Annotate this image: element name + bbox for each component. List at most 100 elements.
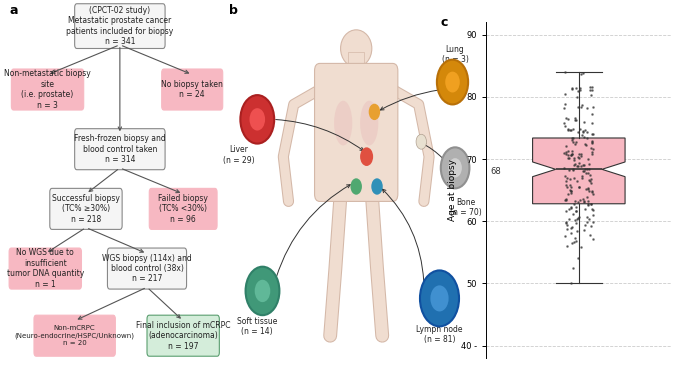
Point (561, 115, 572, 121)
Point (587, 191, 598, 197)
Point (583, 166, 594, 172)
Point (573, 214, 584, 220)
Point (567, 139, 578, 145)
Point (569, 157, 580, 163)
Text: (CPCT-02 study)
Metastatic prostate cancer
patients included for biopsy
n = 341: (CPCT-02 study) Metastatic prostate canc… (66, 6, 173, 46)
Point (562, 226, 573, 232)
Point (569, 141, 580, 147)
Point (565, 231, 576, 236)
Circle shape (449, 158, 462, 178)
Point (581, 142, 592, 148)
FancyBboxPatch shape (314, 63, 398, 201)
Point (567, 265, 578, 271)
Point (579, 134, 590, 140)
Point (569, 162, 580, 168)
Point (560, 149, 571, 155)
Point (570, 220, 581, 226)
Point (572, 163, 583, 169)
Point (584, 188, 595, 194)
Point (582, 135, 593, 141)
Point (571, 204, 582, 210)
FancyBboxPatch shape (75, 4, 165, 48)
Point (588, 236, 599, 242)
Text: Soft tissue
(n = 14): Soft tissue (n = 14) (237, 317, 277, 336)
Point (563, 167, 574, 173)
Point (566, 204, 577, 210)
Point (567, 167, 578, 173)
Point (579, 119, 590, 125)
Point (577, 173, 588, 179)
Point (560, 144, 571, 150)
Point (569, 239, 580, 245)
Point (560, 197, 571, 203)
Point (573, 184, 584, 190)
Point (572, 88, 583, 94)
Point (585, 201, 596, 207)
Point (583, 198, 594, 204)
Point (571, 228, 582, 234)
Point (575, 244, 586, 250)
Point (584, 172, 595, 178)
Point (577, 128, 588, 134)
Point (567, 151, 578, 157)
Point (577, 70, 588, 76)
Circle shape (351, 178, 362, 195)
Point (566, 188, 577, 194)
Point (580, 170, 591, 176)
Point (565, 225, 576, 231)
Point (587, 206, 598, 212)
Circle shape (240, 95, 274, 144)
Point (582, 194, 593, 200)
Point (587, 111, 598, 117)
Text: Liver
(n = 29): Liver (n = 29) (223, 145, 255, 165)
PathPatch shape (533, 138, 625, 204)
FancyBboxPatch shape (9, 248, 82, 289)
Point (575, 153, 586, 159)
Point (567, 135, 578, 141)
Point (585, 87, 596, 93)
Point (583, 170, 594, 176)
Point (574, 160, 585, 166)
Point (576, 104, 587, 110)
Point (572, 129, 583, 135)
Point (569, 175, 580, 181)
Text: a: a (9, 4, 18, 17)
Point (577, 162, 588, 168)
Point (562, 243, 573, 249)
Point (582, 129, 593, 135)
Point (565, 204, 576, 210)
FancyBboxPatch shape (149, 188, 217, 229)
Circle shape (245, 267, 279, 315)
Point (569, 155, 580, 161)
Point (559, 120, 570, 126)
FancyBboxPatch shape (108, 248, 186, 289)
Point (587, 84, 598, 90)
Point (580, 141, 590, 147)
Text: Lung
(n = 3): Lung (n = 3) (442, 45, 469, 64)
Circle shape (445, 72, 460, 93)
Point (567, 211, 578, 217)
Text: No WGS due to insufficient
tumor DNA quantity
n = 1: No WGS due to insufficient tumor DNA qua… (7, 248, 84, 289)
FancyBboxPatch shape (75, 129, 165, 170)
Point (565, 280, 576, 286)
Point (563, 155, 574, 161)
Point (576, 163, 587, 169)
Text: Bone
(n = 70): Bone (n = 70) (449, 198, 482, 217)
Point (584, 177, 595, 183)
Point (588, 104, 599, 110)
Point (564, 176, 575, 182)
Text: Lymph node
(n = 81): Lymph node (n = 81) (416, 325, 463, 344)
Point (566, 184, 577, 190)
Point (562, 175, 573, 181)
Point (575, 197, 586, 203)
Point (588, 219, 599, 225)
Point (573, 151, 584, 157)
Circle shape (371, 178, 383, 195)
Circle shape (369, 104, 380, 120)
FancyBboxPatch shape (12, 69, 84, 110)
Point (586, 140, 597, 146)
Point (586, 223, 597, 229)
Point (587, 138, 598, 144)
Point (582, 156, 593, 162)
Point (559, 69, 570, 75)
